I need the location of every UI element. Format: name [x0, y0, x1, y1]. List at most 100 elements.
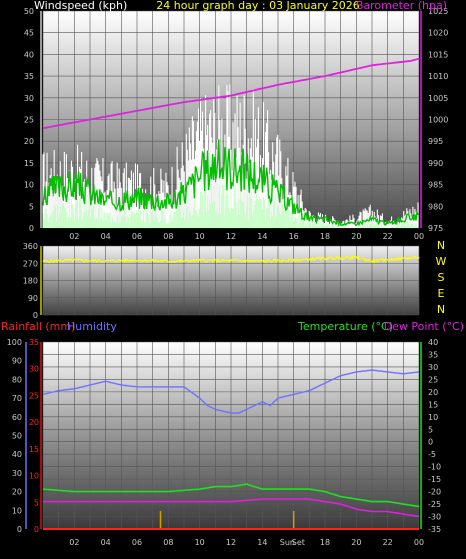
barometer-tick-label: 990 [428, 159, 443, 168]
windspeed-tick-label: 20 [24, 137, 34, 146]
x-tick-label: 04 [101, 232, 111, 241]
humidity-axis-label: Humidity [67, 320, 117, 333]
x-tick-label: 12 [226, 538, 236, 547]
rainfall-tick-label: 30 [29, 365, 39, 374]
wind-baro-series [42, 57, 420, 228]
x-tick-label: 02 [69, 232, 79, 241]
wind-direction-line [42, 254, 420, 264]
rain-humidity-temp-axes: -35 -30 -25 -20 -15 -10 -5 0 5 10 15 20 25 30 35 40 0 10 2… [7, 338, 441, 547]
windspeed-axis-label: Windspeed (kph) [34, 0, 127, 12]
compass-label: E [438, 287, 445, 300]
humidity-tick-label: 50 [12, 432, 22, 441]
windspeed-tick-label: 0 [29, 224, 34, 233]
humidity-tick-label: 10 [12, 506, 22, 515]
rainfall-tick-label: 25 [29, 391, 39, 400]
compass-label: N [437, 303, 445, 316]
x-tick-label: 10 [195, 538, 205, 547]
temperature-tick-label: 5 [428, 425, 433, 434]
direction-tick-label: 90 [28, 294, 38, 303]
windspeed-tick-label: 15 [24, 159, 34, 168]
temperature-tick-label: -15 [428, 475, 441, 484]
humidity-tick-label: 20 [12, 488, 22, 497]
x-tick-label: 22 [383, 538, 393, 547]
humidity-tick-label: 80 [12, 375, 22, 384]
x-tick-label: 20 [351, 232, 361, 241]
rainfall-tick-label: 10 [29, 472, 39, 481]
x-tick-label: 00 [414, 538, 424, 547]
windspeed-tick-label: 40 [24, 50, 34, 59]
x-tick-label: 16 [289, 232, 299, 241]
humidity-line [42, 369, 420, 414]
wind-direction-series [42, 254, 420, 264]
windspeed-tick-label: 30 [24, 94, 34, 103]
barometer-tick-label: 1015 [428, 50, 448, 59]
temperature-tick-label: -5 [428, 450, 436, 459]
barometer-tick-label: 1025 [428, 7, 448, 16]
compass-label: N [437, 239, 445, 252]
rainfall-tick-label: 35 [29, 338, 39, 347]
windspeed-tick-label: 50 [24, 7, 34, 16]
compass-label: W [436, 255, 447, 268]
temperature-tick-label: 35 [428, 350, 438, 359]
temperature-tick-label: 40 [428, 338, 438, 347]
rainfall-axis-label: Rainfall (mm) [1, 320, 75, 333]
direction-tick-label: 180 [23, 277, 38, 286]
temperature-tick-label: 25 [428, 375, 438, 384]
x-tick-label: 04 [101, 538, 111, 547]
barometer-tick-label: 985 [428, 181, 443, 190]
windspeed-tick-label: 35 [24, 72, 34, 81]
rain-humidity-temp-grid [42, 341, 420, 530]
windspeed-tick-label: 45 [24, 29, 34, 38]
temperature-tick-label: -30 [428, 513, 441, 522]
rainfall-tick-label: 5 [34, 498, 39, 507]
compass-label: S [438, 271, 445, 284]
temperature-line [42, 483, 420, 508]
humidity-tick-label: 90 [12, 357, 22, 366]
temperature-tick-label: 20 [428, 388, 438, 397]
temperature-tick-label: -35 [428, 525, 441, 534]
barometer-tick-label: 995 [428, 137, 443, 146]
x-tick-label: 02 [69, 538, 79, 547]
windspeed-tick-label: 10 [24, 181, 34, 190]
x-tick-label: 18 [320, 232, 330, 241]
humidity-tick-label: 30 [12, 469, 22, 478]
barometer-line [42, 57, 420, 130]
barometer-tick-label: 1000 [428, 116, 448, 125]
dewpoint-line [43, 498, 420, 518]
temperature-tick-label: 0 [428, 438, 433, 447]
barometer-tick-label: 1010 [428, 72, 448, 81]
humidity-tick-label: 70 [12, 394, 22, 403]
x-tick-label: Set [292, 538, 305, 547]
direction-tick-label: 270 [23, 259, 38, 268]
x-tick-label: 06 [132, 538, 142, 547]
x-tick-label: Sun [280, 538, 295, 547]
direction-tick-label: 0 [33, 311, 38, 320]
chart-title: 24 hour graph day : 03 January 2026 [156, 0, 360, 12]
x-tick-label: 22 [383, 232, 393, 241]
temperature-axis-label: Temperature (°C) [297, 320, 393, 333]
x-tick-label: 14 [257, 538, 267, 547]
x-tick-label: 10 [195, 232, 205, 241]
windspeed-tick-label: 5 [29, 202, 34, 211]
barometer-tick-label: 1005 [428, 94, 448, 103]
humidity-tick-label: 100 [7, 338, 22, 347]
humidity-tick-label: 40 [12, 450, 22, 459]
x-tick-label: 08 [163, 538, 173, 547]
x-tick-label: 12 [226, 232, 236, 241]
barometer-tick-label: 1020 [428, 29, 448, 38]
x-tick-label: 00 [414, 232, 424, 241]
temperature-tick-label: 15 [428, 400, 438, 409]
direction-tick-label: 360 [23, 242, 38, 251]
rainfall-tick-label: 20 [29, 418, 39, 427]
temperature-tick-label: 10 [428, 413, 438, 422]
rain-humidity-temp-series [42, 369, 420, 530]
humidity-tick-label: 0 [17, 525, 22, 534]
temperature-tick-label: 30 [428, 363, 438, 372]
wind-direction-axes: 0 90 180 270 360 [23, 242, 42, 320]
dewpoint-axis-label: Dew Point (°C) [384, 320, 464, 333]
x-tick-label: 14 [257, 232, 267, 241]
